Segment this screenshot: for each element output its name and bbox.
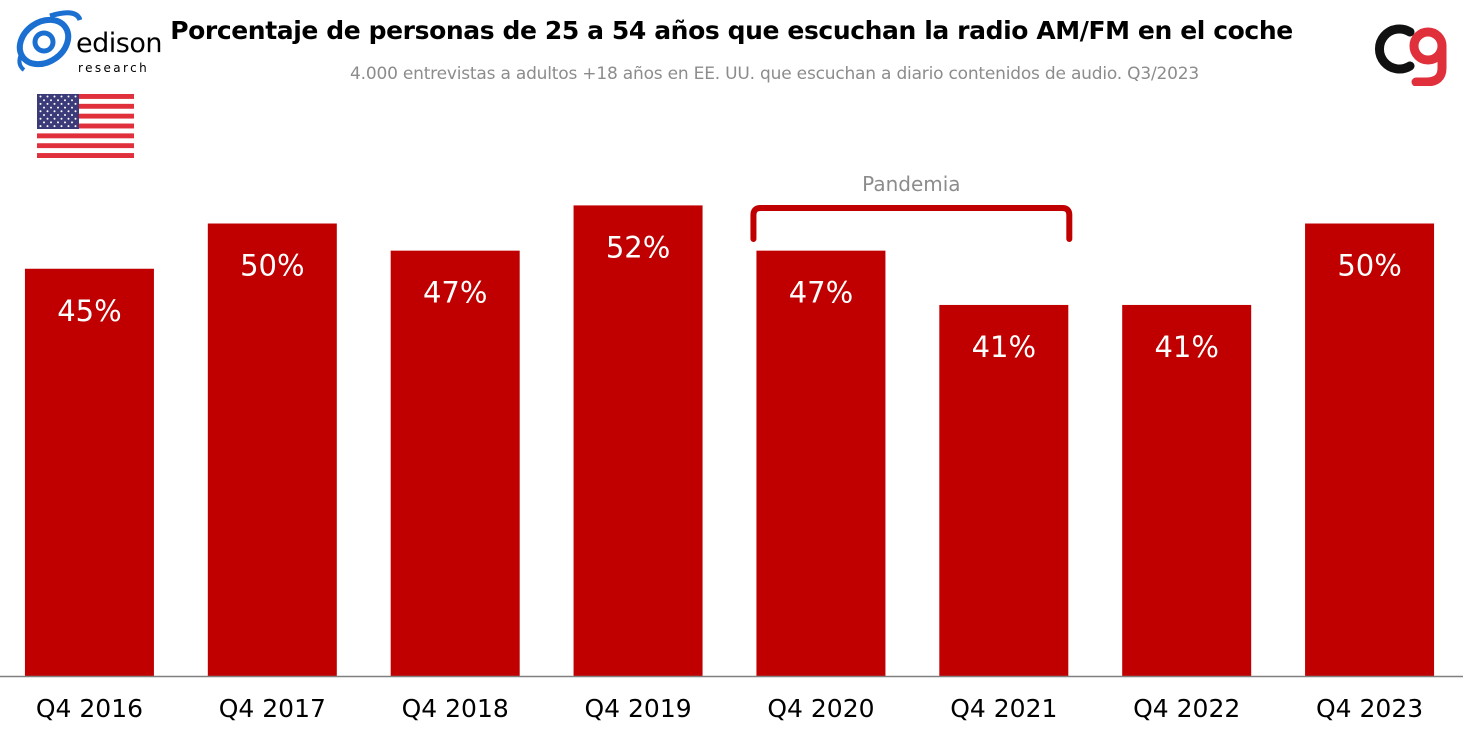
bar bbox=[573, 205, 703, 676]
flag-star bbox=[74, 125, 77, 128]
bar bbox=[756, 250, 886, 676]
flag-stripe bbox=[37, 123, 134, 129]
flag-star bbox=[74, 102, 77, 105]
flag-star bbox=[64, 99, 66, 102]
chart-title: Porcentaje de personas de 25 a 54 años q… bbox=[170, 16, 1293, 45]
flag-star bbox=[71, 114, 73, 116]
data-label: 47% bbox=[423, 276, 487, 310]
flag-star bbox=[60, 95, 63, 98]
flag-star bbox=[64, 121, 66, 124]
flag-star bbox=[39, 102, 42, 105]
research-wordmark: research bbox=[78, 61, 150, 75]
flag-star bbox=[53, 125, 56, 128]
bar bbox=[207, 223, 337, 676]
flag-star bbox=[60, 110, 63, 113]
flag-star bbox=[60, 102, 63, 105]
flag-stripe bbox=[37, 128, 134, 134]
flag-star bbox=[53, 95, 56, 98]
flag-stripe bbox=[37, 113, 134, 119]
flag-stripe bbox=[37, 108, 134, 114]
flag-star bbox=[39, 125, 42, 128]
flag-star bbox=[57, 99, 59, 102]
flag-star bbox=[50, 99, 52, 102]
x-tick-label: Q4 2020 bbox=[767, 694, 874, 723]
flag-star bbox=[46, 117, 49, 120]
cg-brand-icon bbox=[1375, 24, 1447, 86]
flag-stripe bbox=[37, 103, 134, 109]
flag-star bbox=[50, 114, 52, 116]
x-tick-label: Q4 2017 bbox=[219, 694, 326, 723]
flag-star bbox=[67, 117, 70, 120]
flag-star bbox=[57, 121, 59, 124]
flag-star bbox=[57, 106, 59, 109]
x-tick-label: Q4 2022 bbox=[1133, 694, 1240, 723]
flag-stripe bbox=[37, 138, 134, 144]
flag-stripe bbox=[37, 153, 134, 158]
flag-star bbox=[43, 114, 45, 116]
flag-star bbox=[67, 125, 70, 128]
flag-star bbox=[71, 121, 73, 124]
flag-star bbox=[67, 95, 70, 98]
edison-wordmark: edison bbox=[76, 28, 162, 59]
flag-star bbox=[39, 95, 42, 98]
data-label: 52% bbox=[606, 230, 670, 264]
flag-stripe bbox=[37, 94, 134, 100]
flag-star bbox=[50, 121, 52, 124]
bar bbox=[390, 250, 520, 676]
x-tick-label: Q4 2019 bbox=[584, 694, 691, 723]
flag-stripe bbox=[37, 148, 134, 154]
pandemia-bracket bbox=[750, 205, 1073, 242]
flag-star bbox=[67, 110, 70, 113]
flag-star bbox=[57, 114, 59, 116]
x-tick-label: Q4 2023 bbox=[1316, 694, 1423, 723]
flag-star bbox=[64, 114, 66, 116]
bar bbox=[1305, 223, 1435, 676]
x-tick-label: Q4 2016 bbox=[36, 694, 143, 723]
flag-star bbox=[43, 106, 45, 109]
chart-subtitle: 4.000 entrevistas a adultos +18 años en … bbox=[350, 64, 1199, 84]
flag-stripe bbox=[37, 133, 134, 139]
flag-star bbox=[67, 102, 70, 105]
flag-star bbox=[74, 95, 77, 98]
flag-stripe bbox=[37, 98, 134, 105]
data-label: 41% bbox=[1154, 330, 1218, 364]
flag-star bbox=[74, 110, 77, 113]
data-label: 50% bbox=[240, 249, 304, 283]
bar bbox=[24, 268, 154, 676]
data-label: 45% bbox=[57, 294, 121, 328]
flag-stripe bbox=[37, 143, 134, 149]
data-label: 50% bbox=[1337, 249, 1401, 283]
edison-swirl-icon bbox=[16, 10, 82, 72]
flag-star bbox=[46, 125, 49, 128]
x-tick-label: Q4 2018 bbox=[402, 694, 509, 723]
us-flag-icon bbox=[37, 94, 134, 158]
flag-star bbox=[43, 99, 45, 102]
flag-star bbox=[71, 99, 73, 102]
flag-star bbox=[50, 106, 52, 109]
edison-research-logo: edison research bbox=[10, 6, 180, 78]
flag-star bbox=[71, 106, 73, 109]
bar bbox=[939, 304, 1069, 676]
x-tick-label: Q4 2021 bbox=[950, 694, 1057, 723]
flag-star bbox=[60, 117, 63, 120]
flag-star bbox=[53, 117, 56, 120]
flag-star bbox=[39, 117, 42, 120]
flag-star bbox=[64, 106, 66, 109]
flag-star bbox=[46, 102, 49, 105]
data-label: 41% bbox=[972, 330, 1036, 364]
flag-star bbox=[53, 102, 56, 105]
flag-star bbox=[39, 110, 42, 113]
flag-stripe bbox=[37, 118, 134, 124]
flag-star bbox=[46, 110, 49, 113]
flag-star bbox=[74, 117, 77, 120]
data-label: 47% bbox=[789, 276, 853, 310]
bar bbox=[1122, 304, 1252, 676]
flag-star bbox=[60, 125, 63, 128]
pandemia-annotation: Pandemia bbox=[862, 172, 960, 196]
flag-star bbox=[46, 95, 49, 98]
flag-star bbox=[53, 110, 56, 113]
flag-star bbox=[43, 121, 45, 124]
